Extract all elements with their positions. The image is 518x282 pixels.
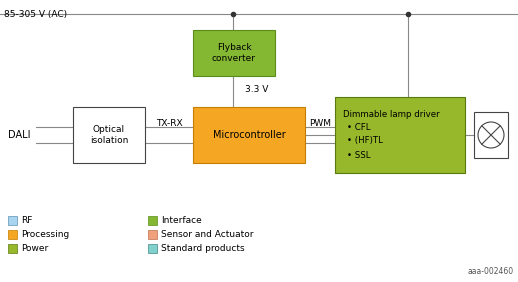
Circle shape (478, 122, 504, 148)
Text: PWM: PWM (309, 118, 331, 127)
Bar (8, 244, 17, 253)
Bar (148, 216, 157, 225)
Bar (148, 244, 157, 253)
Bar (474, 112, 508, 158)
Text: • (HF)TL: • (HF)TL (347, 136, 383, 146)
Text: Power: Power (21, 244, 48, 253)
Bar (193, 30, 275, 76)
Bar (335, 97, 465, 173)
Bar (8, 230, 17, 239)
Bar (148, 230, 157, 239)
Text: Dimmable lamp driver: Dimmable lamp driver (343, 110, 440, 119)
Text: 85-305 V (AC): 85-305 V (AC) (4, 10, 67, 19)
Text: 3.3 V: 3.3 V (245, 85, 268, 94)
Text: Optical
isolation: Optical isolation (90, 125, 128, 145)
Bar (73, 107, 145, 163)
Text: Flyback
converter: Flyback converter (212, 43, 256, 63)
Text: • CFL: • CFL (347, 122, 370, 131)
Bar (193, 107, 305, 163)
Text: TX-RX: TX-RX (156, 118, 182, 127)
Text: DALI: DALI (8, 130, 31, 140)
Text: Processing: Processing (21, 230, 69, 239)
Bar (8, 216, 17, 225)
Text: Microcontroller: Microcontroller (212, 130, 285, 140)
Text: aaa-002460: aaa-002460 (468, 267, 514, 276)
Text: Standard products: Standard products (161, 244, 244, 253)
Text: RF: RF (21, 216, 32, 225)
Text: Sensor and Actuator: Sensor and Actuator (161, 230, 253, 239)
Text: • SSL: • SSL (347, 151, 370, 160)
Text: Interface: Interface (161, 216, 202, 225)
